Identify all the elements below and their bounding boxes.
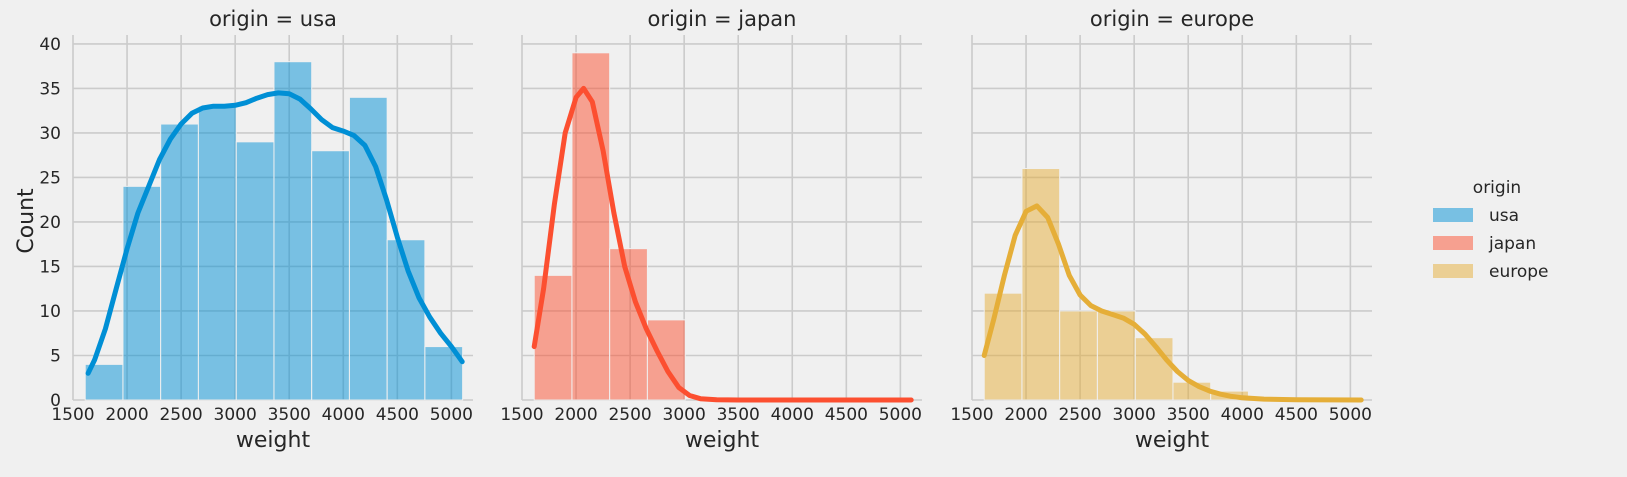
y-tick-label: 5 <box>50 346 61 366</box>
bar-europe-1 <box>1021 168 1061 401</box>
x-tick-label: 2500 <box>608 405 651 425</box>
x-axis-label: weight <box>1135 428 1210 453</box>
x-tick-label: 2500 <box>1058 405 1101 425</box>
legend-swatch-japan <box>1433 236 1473 250</box>
legend-swatch-europe <box>1433 264 1473 278</box>
y-tick-label: 25 <box>39 168 61 188</box>
x-tick-label: 2500 <box>159 405 202 425</box>
x-tick-label: 1500 <box>51 405 94 425</box>
x-tick-label: 2000 <box>105 405 148 425</box>
panel-title: origin = japan <box>648 7 797 31</box>
kde-line-europe <box>981 203 1364 403</box>
x-tick-label: 3000 <box>663 405 706 425</box>
panel-japan: 1500 2000 2500 3000 3500 4000 4500 5000 origin =… <box>500 7 922 453</box>
kde-line-japan <box>531 85 914 403</box>
x-tick-label: 3000 <box>214 405 257 425</box>
y-tick-label: 0 <box>50 391 61 411</box>
bar-usa-9 <box>424 346 464 401</box>
legend-label-europe: europe <box>1489 262 1549 282</box>
y-tick-label: 35 <box>39 79 61 99</box>
bar-japan-0 <box>533 274 573 401</box>
bar-usa-5 <box>273 61 313 401</box>
panel-usa: 1500 2000 2500 3000 3500 4000 4500 5000 0 5 10 15 20… <box>39 7 473 453</box>
x-tick-label: 4000 <box>322 405 365 425</box>
panel-europe: 1500 2000 2500 3000 3500 4000 4500 5000 origin =… <box>950 7 1372 453</box>
x-tick-label: 4000 <box>771 405 814 425</box>
x-tick-label: 1500 <box>950 405 993 425</box>
x-tick-label: 5000 <box>430 405 473 425</box>
bar-usa-1 <box>122 185 162 401</box>
panel-title: origin = usa <box>209 7 337 31</box>
bar-usa-0 <box>84 363 124 401</box>
x-tick-label: 2000 <box>1004 405 1047 425</box>
x-tick-label: 2000 <box>554 405 597 425</box>
bar-usa-3 <box>197 105 237 401</box>
y-tick-label: 10 <box>39 302 61 322</box>
y-tick-label: 30 <box>39 124 61 144</box>
x-tick-label: 4500 <box>376 405 419 425</box>
x-tick-label: 4500 <box>825 405 868 425</box>
bar-usa-4 <box>235 141 275 401</box>
panel-title: origin = europe <box>1090 7 1254 31</box>
legend-title: origin <box>1473 178 1521 198</box>
x-tick-label: 4500 <box>1275 405 1318 425</box>
y-tick-label: 20 <box>39 213 61 233</box>
x-tick-label: 4000 <box>1221 405 1264 425</box>
x-tick-label: 3500 <box>1167 405 1210 425</box>
x-tick-label: 5000 <box>879 405 922 425</box>
bar-usa-6 <box>311 150 350 401</box>
x-axis-label: weight <box>685 428 760 453</box>
y-tick-label: 15 <box>39 257 61 277</box>
y-axis-label: Count <box>14 188 39 254</box>
kde-line-usa <box>85 90 465 376</box>
x-axis-label: weight <box>236 428 311 453</box>
x-tick-label: 5000 <box>1329 405 1372 425</box>
legend-label-usa: usa <box>1489 206 1519 226</box>
legend: origin usa japan europe <box>1433 178 1549 282</box>
legend-swatch-usa <box>1433 208 1473 222</box>
x-tick-label: 3500 <box>717 405 760 425</box>
x-tick-label: 3500 <box>268 405 311 425</box>
bar-usa-2 <box>160 123 199 401</box>
y-tick-label: 40 <box>39 35 61 55</box>
x-tick-label: 3000 <box>1113 405 1156 425</box>
legend-label-japan: japan <box>1488 234 1536 254</box>
bar-europe-2 <box>1059 310 1098 401</box>
x-tick-label: 1500 <box>500 405 543 425</box>
bar-usa-7 <box>348 96 388 401</box>
bar-japan-1 <box>571 52 611 401</box>
bar-europe-0 <box>983 292 1023 401</box>
